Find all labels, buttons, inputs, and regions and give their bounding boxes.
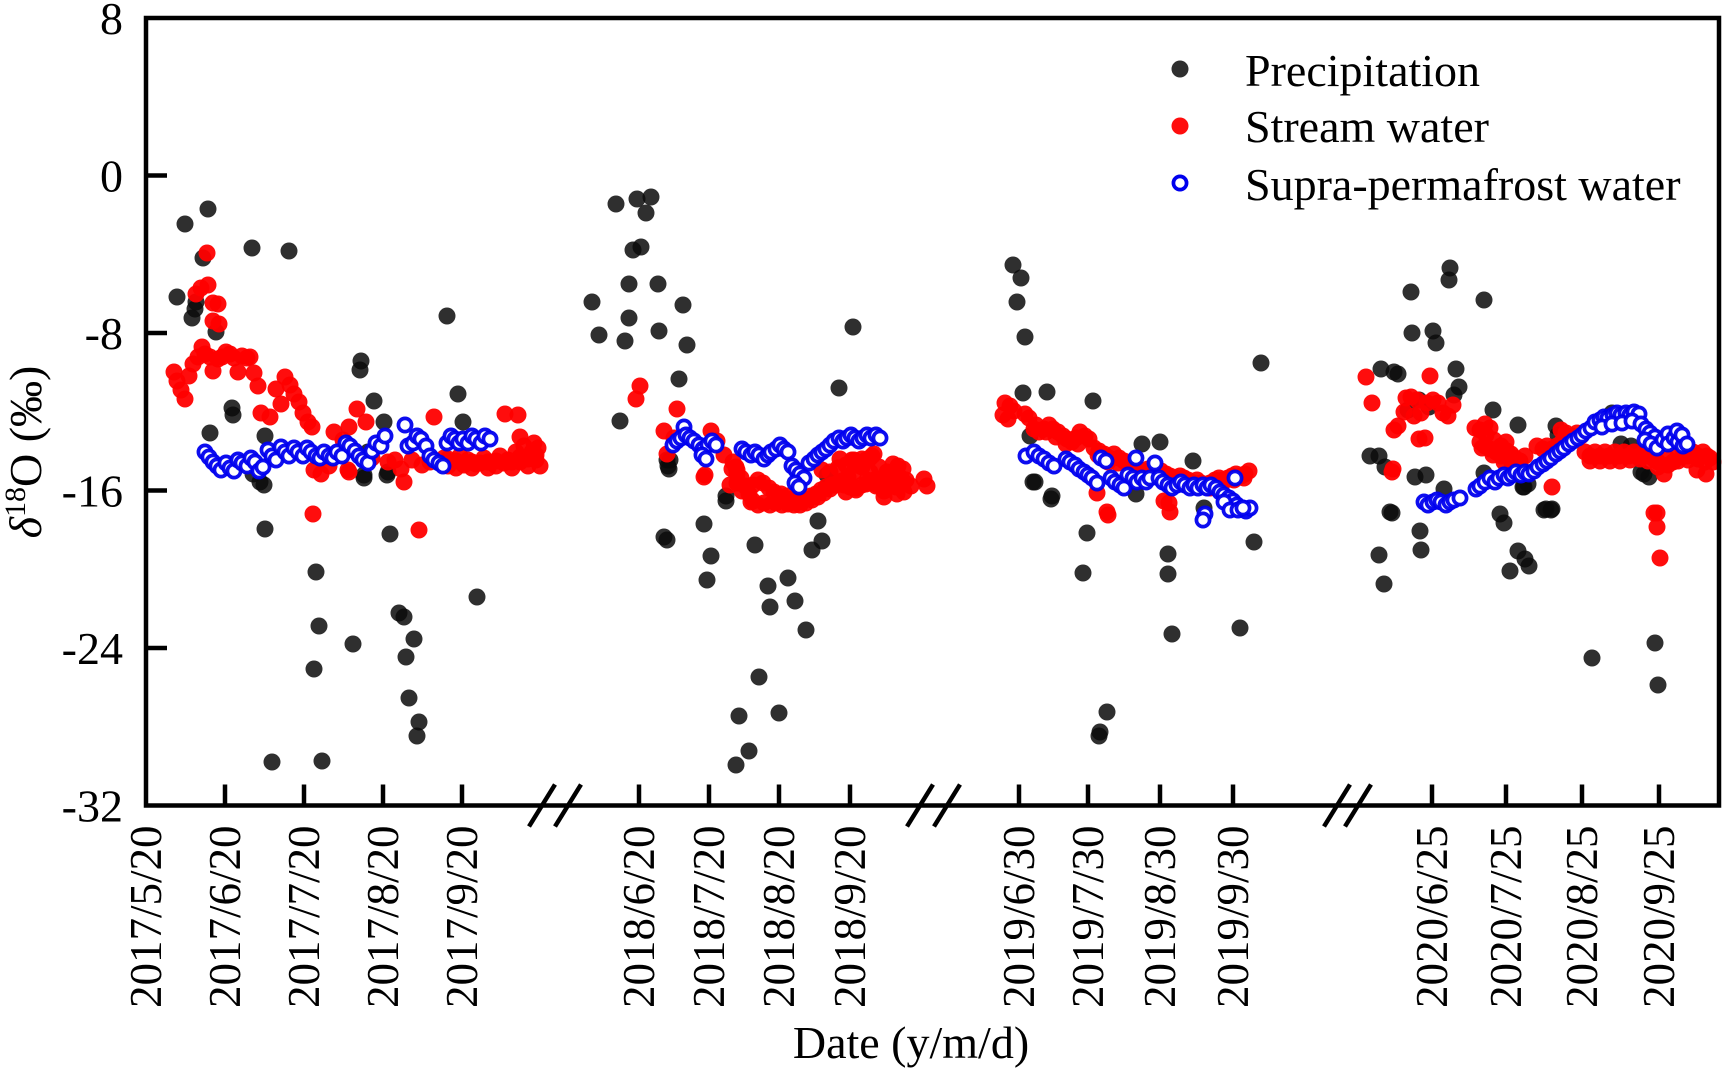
svg-text:8: 8 [100,0,123,44]
svg-text:2020/9/25: 2020/9/25 [1634,825,1684,1008]
svg-text:-16: -16 [62,466,123,517]
svg-text:2018/9/20: 2018/9/20 [825,825,875,1008]
svg-text:Supra-permafrost water: Supra-permafrost water [1245,159,1681,210]
svg-text:2020/7/25: 2020/7/25 [1481,825,1531,1008]
svg-text:-8: -8 [85,308,123,359]
svg-text:2017/9/20: 2017/9/20 [437,825,487,1008]
svg-text:-24: -24 [62,623,123,674]
svg-text:2017/8/20: 2017/8/20 [358,825,408,1008]
svg-text:-32: -32 [62,781,123,832]
svg-text:2018/8/20: 2018/8/20 [754,825,804,1008]
svg-text:0: 0 [100,151,123,202]
svg-text:2019/9/30: 2019/9/30 [1208,825,1258,1008]
svg-text:2019/6/30: 2019/6/30 [994,825,1044,1008]
svg-text:2017/5/20: 2017/5/20 [121,825,171,1008]
svg-text:Precipitation: Precipitation [1245,45,1480,96]
svg-text:Date (y/m/d): Date (y/m/d) [793,1017,1029,1068]
svg-text:2019/8/30: 2019/8/30 [1135,825,1185,1008]
svg-text:2020/6/25: 2020/6/25 [1407,825,1457,1008]
svg-text:2017/7/20: 2017/7/20 [279,825,329,1008]
svg-text:δ18O (‰): δ18O (‰) [0,366,51,539]
svg-text:2017/6/20: 2017/6/20 [200,825,250,1008]
svg-text:2018/6/20: 2018/6/20 [614,825,664,1008]
svg-text:2019/7/30: 2019/7/30 [1063,825,1113,1008]
svg-text:2020/8/25: 2020/8/25 [1557,825,1607,1008]
svg-text:2018/7/20: 2018/7/20 [684,825,734,1008]
svg-text:Stream water: Stream water [1245,101,1489,152]
